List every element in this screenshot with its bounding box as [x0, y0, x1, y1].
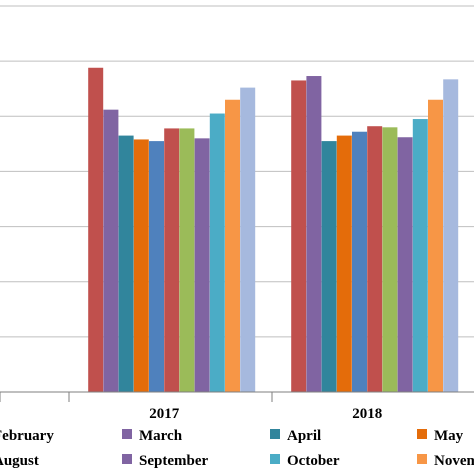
bar-2017-series6: [164, 128, 180, 392]
bar-2017-february: [88, 67, 104, 392]
bar-2018-march: [306, 76, 322, 392]
bars: [88, 67, 459, 393]
bar-2017-series5: [149, 141, 164, 392]
legend-label-october: October: [287, 453, 340, 469]
bar-2018-april: [321, 141, 337, 392]
x-tick-label-2018: 2018: [352, 406, 382, 422]
bar-2018-may: [336, 135, 352, 393]
legend-swatch-october: [270, 454, 280, 464]
legend: February March April May August September Octo…: [0, 428, 474, 469]
bar-2017-may: [133, 139, 149, 392]
bar-2018-series5: [352, 131, 367, 392]
legend-swatch-september: [122, 454, 132, 464]
legend-label-september: September: [139, 453, 208, 469]
legend-label-february: February: [0, 428, 54, 444]
bar-2017-march: [103, 109, 119, 392]
bar-2017-october: [209, 113, 225, 393]
legend-swatch-march: [122, 429, 132, 439]
bar-2018-series11: [443, 79, 459, 392]
legend-swatch-november: [417, 454, 427, 464]
bar-2017-august: [179, 128, 195, 392]
bar-2018-february: [291, 80, 307, 392]
legend-label-may: May: [434, 428, 464, 444]
bar-2017-series11: [240, 87, 256, 393]
x-tick-label-2017: 2017: [149, 406, 180, 422]
bar-2018-august: [382, 127, 398, 393]
legend-label-march: March: [139, 428, 183, 444]
bar-2018-october: [412, 119, 428, 393]
bar-2017-november: [225, 99, 240, 392]
bar-2018-september: [397, 137, 413, 392]
legend-label-november: November: [434, 453, 474, 469]
bar-2017-april: [118, 135, 134, 393]
legend-swatch-april: [270, 429, 280, 439]
legend-swatch-may: [417, 429, 427, 439]
bar-2017-september: [194, 138, 210, 392]
legend-label-august: August: [0, 453, 39, 469]
legend-label-april: April: [287, 428, 321, 444]
x-tick-labels: 2017 2018: [149, 406, 382, 422]
bar-2018-november: [428, 99, 443, 392]
x-axis: [0, 391, 474, 402]
bar-2018-series6: [367, 126, 383, 392]
